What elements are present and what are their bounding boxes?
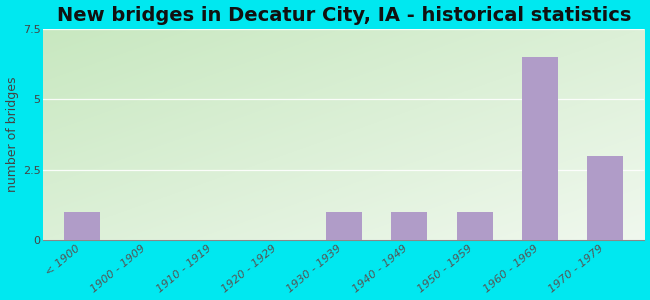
Bar — [64, 212, 101, 240]
Bar — [391, 212, 427, 240]
Bar — [522, 57, 558, 240]
Bar — [587, 156, 623, 240]
Bar — [326, 212, 362, 240]
Bar — [456, 212, 493, 240]
Y-axis label: number of bridges: number of bridges — [6, 77, 19, 192]
Title: New bridges in Decatur City, IA - historical statistics: New bridges in Decatur City, IA - histor… — [57, 6, 631, 25]
